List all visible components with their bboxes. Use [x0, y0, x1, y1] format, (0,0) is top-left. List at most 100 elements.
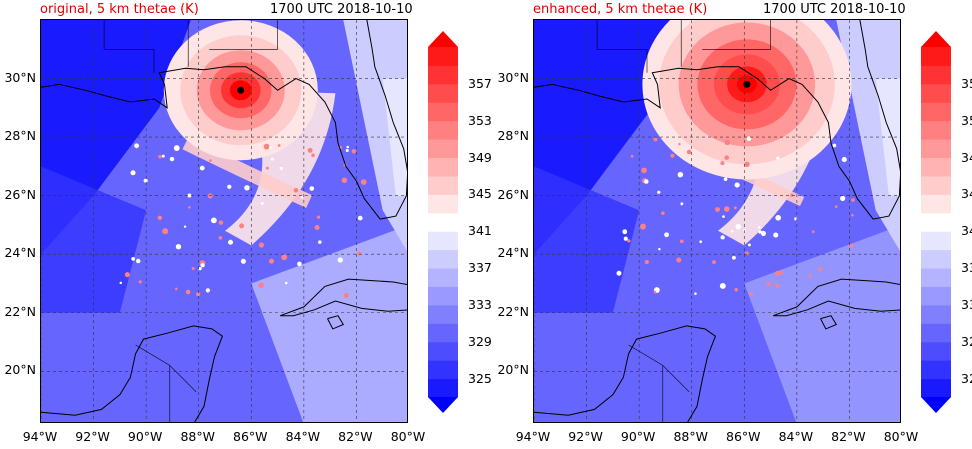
colorbar-segment — [428, 378, 458, 398]
colorbar-tick-label: 357 — [468, 75, 492, 91]
state-border — [169, 365, 197, 393]
colorbar-segment — [428, 304, 458, 324]
rainband-2 — [182, 136, 313, 208]
colorbar-segment — [921, 268, 951, 287]
colorbar-segment — [921, 120, 951, 140]
colorbar-original — [428, 31, 458, 413]
convective-cell — [263, 143, 270, 150]
convective-cell — [269, 258, 275, 264]
convective-cell — [360, 179, 367, 185]
convective-cell — [258, 242, 265, 248]
colorbar-tick-label: 349 — [961, 149, 972, 165]
convective-cell — [191, 266, 195, 271]
colorbar-segment — [428, 323, 458, 343]
lon-tick-label: 94°W — [515, 429, 551, 444]
convective-cell — [161, 154, 165, 158]
lon-tick-label: 84°W — [778, 429, 814, 444]
lon-tick-label: 86°W — [233, 429, 268, 444]
colorbar-extend-min — [921, 397, 951, 413]
state-border — [209, 20, 278, 50]
convective-cell — [640, 223, 646, 230]
convective-cell — [356, 251, 362, 256]
lon-tick-label: 88°W — [673, 429, 708, 444]
convective-cell — [311, 153, 315, 158]
lon-tick-label: 82°W — [338, 429, 373, 444]
convective-cell — [279, 166, 284, 171]
lon-tick-label: 80°W — [883, 429, 919, 444]
convective-cell — [720, 161, 725, 166]
lon-tick-label: 84°W — [285, 429, 321, 444]
colorbar-tick-label: 325 — [961, 370, 972, 386]
colorbar-segment — [428, 360, 458, 380]
convective-cell — [622, 229, 628, 235]
convective-cell — [834, 205, 838, 208]
panel-original: original, 5 km thetae (K) 1700 UTC 2018-… — [4, 2, 491, 444]
convective-cell — [734, 288, 738, 292]
convective-cell — [351, 149, 357, 154]
convective-cell — [357, 215, 363, 221]
convective-cell — [653, 290, 657, 294]
colorbar-segment — [921, 194, 951, 214]
convective-cell — [341, 177, 348, 184]
convective-cell — [743, 228, 747, 232]
convective-cell — [260, 201, 264, 205]
convective-cell — [318, 240, 322, 244]
convective-cell — [131, 256, 136, 261]
convective-cell — [196, 292, 201, 297]
lon-tick-label: 86°W — [726, 429, 761, 444]
colorbar-extend-min — [428, 397, 458, 413]
convective-cell — [851, 198, 855, 202]
convective-cell — [832, 143, 837, 148]
lon-tick-label: 90°W — [127, 429, 163, 444]
convective-cell — [277, 144, 281, 147]
colorbar-segment — [921, 341, 951, 361]
convective-cell — [676, 257, 682, 263]
lat-tick-label: 22°N — [497, 303, 529, 319]
convective-cell — [699, 240, 703, 244]
convective-cell — [183, 225, 187, 228]
convective-cell — [766, 282, 771, 287]
panel-enhanced: enhanced, 5 km thetae (K) 1700 UTC 2018-… — [493, 0, 972, 449]
convective-cell — [268, 145, 272, 149]
colorbar-tick-label: 345 — [468, 186, 492, 202]
coastline — [280, 278, 407, 317]
coastline — [773, 278, 900, 317]
field-mid-region — [251, 225, 407, 422]
lon-tick-label: 80°W — [390, 429, 426, 444]
colorbar-segment — [428, 175, 458, 195]
panel-title-enhanced: enhanced, 5 km thetae (K) — [533, 2, 708, 17]
colorbar-segment — [921, 83, 951, 103]
colorbar-segment — [921, 304, 951, 324]
lat-tick-label: 30°N — [497, 69, 529, 85]
convective-cell — [270, 157, 274, 161]
colorbar-segment — [428, 83, 458, 103]
field-low-region-2 — [534, 166, 640, 313]
colorbar-tick-label: 341 — [961, 223, 972, 239]
colorbar-segment — [921, 212, 951, 232]
state-border — [597, 49, 648, 73]
convective-cell — [664, 232, 670, 238]
convective-cell — [630, 154, 634, 158]
colorbar-segment — [921, 65, 951, 85]
lat-tick-label: 28°N — [4, 128, 36, 144]
colorbar-tick-label: 353 — [961, 112, 972, 128]
colorbar-segment — [921, 139, 951, 159]
convective-cell — [345, 148, 349, 153]
convective-cell — [775, 214, 782, 221]
convective-cell — [644, 179, 649, 184]
convective-cell — [719, 283, 726, 289]
convective-cell — [731, 230, 734, 233]
convective-cell — [209, 159, 212, 162]
convective-cell — [199, 165, 205, 171]
storm-center-marker — [237, 86, 245, 94]
state-border — [104, 49, 155, 73]
colorbar-tick-label: 353 — [468, 112, 492, 128]
colorbar-segment — [921, 47, 951, 66]
lat-tick-label: 20°N — [4, 362, 36, 378]
convective-cell — [680, 239, 684, 244]
convective-cell — [227, 184, 232, 189]
coastline — [327, 315, 345, 330]
convective-cell — [641, 167, 647, 174]
convective-cell — [722, 215, 725, 218]
panel-title-original: original, 5 km thetae (K) — [40, 2, 199, 17]
